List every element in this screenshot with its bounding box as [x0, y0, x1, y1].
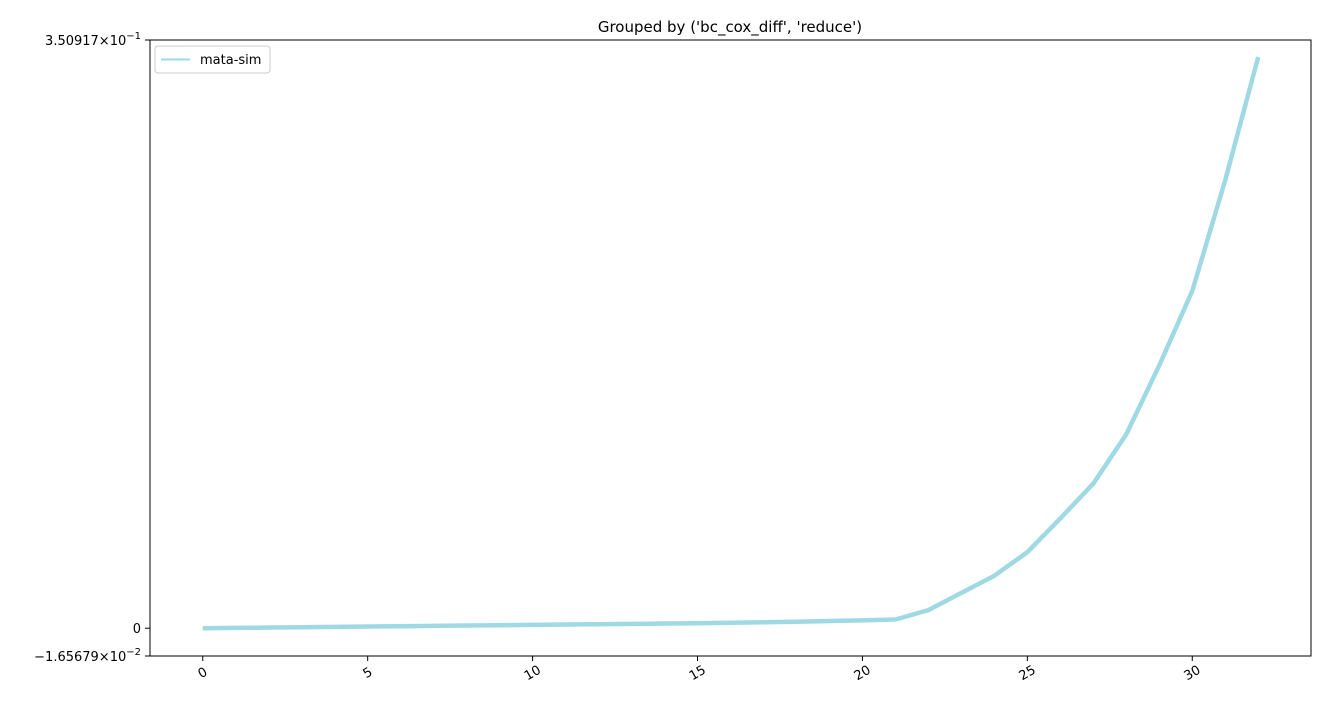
- legend-label-mata-sim: mata-sim: [200, 53, 261, 68]
- y-tick-label: 0: [133, 622, 141, 637]
- x-tick-label: 15: [687, 663, 709, 684]
- x-axis: 0 5 10 15 20 25 30: [196, 656, 1204, 684]
- x-tick-label: 10: [522, 663, 544, 684]
- x-tick-label: 30: [1182, 663, 1204, 684]
- legend: mata-sim: [154, 45, 271, 74]
- x-tick-label: 5: [361, 665, 376, 682]
- y-tick-label: −1.65679×10−2: [34, 647, 141, 665]
- y-tick-label: 3.50917×10−1: [45, 31, 141, 49]
- legend-box: [154, 45, 271, 74]
- series-layer: [202, 56, 1261, 631]
- x-tick-label: 25: [1017, 663, 1039, 684]
- chart-title: Grouped by ('bc_cox_diff', 'reduce'): [598, 18, 862, 37]
- x-tick-label: 20: [852, 663, 874, 684]
- x-tick-label: 0: [196, 665, 211, 682]
- series-line-mata-sim: [202, 56, 1261, 631]
- y-axis: −1.65679×10−2 0 3.50917×10−1: [34, 31, 150, 665]
- plot-area-frame: [149, 39, 1312, 657]
